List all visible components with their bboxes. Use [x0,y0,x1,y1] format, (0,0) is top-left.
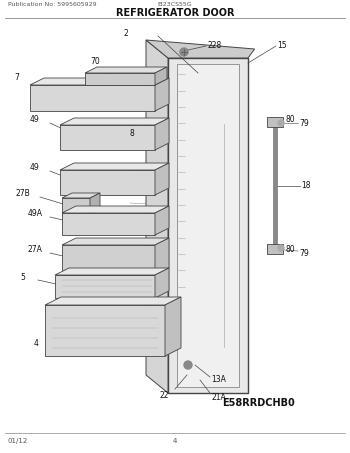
Polygon shape [62,238,169,245]
Text: E58RRDCHB0: E58RRDCHB0 [222,398,295,408]
Polygon shape [155,163,169,195]
Text: 22: 22 [160,390,169,400]
Polygon shape [62,206,169,213]
Polygon shape [60,163,169,170]
Polygon shape [146,40,254,58]
Text: 4: 4 [34,338,39,347]
Bar [168,58,248,393]
Text: 13A: 13A [211,376,226,385]
Bar [55,275,155,298]
Bar [62,198,90,216]
Circle shape [278,120,284,126]
Text: 2: 2 [123,29,128,38]
Circle shape [184,361,192,369]
Text: 80: 80 [285,246,295,255]
Bar [60,170,155,195]
Bar [177,64,239,387]
Text: 18: 18 [301,182,310,191]
Text: 228: 228 [207,40,221,49]
Text: 21A: 21A [211,392,226,401]
Polygon shape [155,67,167,85]
Text: 15: 15 [277,40,287,49]
Polygon shape [165,297,181,356]
Bar [85,73,155,85]
Text: 79: 79 [299,119,309,127]
Text: 27A: 27A [27,245,42,254]
Polygon shape [146,40,168,393]
Polygon shape [30,78,169,85]
Polygon shape [85,67,167,73]
Text: 01/12: 01/12 [8,438,28,444]
Text: 49: 49 [30,116,40,125]
Text: 4: 4 [173,438,177,444]
Polygon shape [155,268,169,298]
Bar [62,213,155,235]
Bar [62,245,155,275]
Text: 5: 5 [20,273,25,281]
Text: 70: 70 [90,58,100,67]
Text: Publication No: 5995605929: Publication No: 5995605929 [8,3,97,8]
Bar [60,125,155,150]
Text: 80: 80 [285,116,295,125]
Text: 27B: 27B [15,188,30,198]
Text: 49: 49 [30,164,40,173]
Polygon shape [155,118,169,150]
Text: 8: 8 [130,130,135,139]
Circle shape [278,245,284,251]
Polygon shape [267,117,283,127]
Text: 7: 7 [14,73,19,82]
Text: 79: 79 [299,249,309,257]
Bar [45,305,165,356]
Polygon shape [155,206,169,235]
Polygon shape [155,238,169,275]
Polygon shape [62,193,100,198]
Polygon shape [45,297,181,305]
Text: REFRIGERATOR DOOR: REFRIGERATOR DOOR [116,8,234,18]
Text: EI23CS55G: EI23CS55G [158,3,192,8]
Polygon shape [55,268,169,275]
Bar [30,85,155,111]
Circle shape [180,48,188,56]
Polygon shape [60,118,169,125]
Polygon shape [155,78,169,111]
Polygon shape [267,244,283,254]
Text: 49A: 49A [28,209,43,218]
Polygon shape [90,193,100,216]
